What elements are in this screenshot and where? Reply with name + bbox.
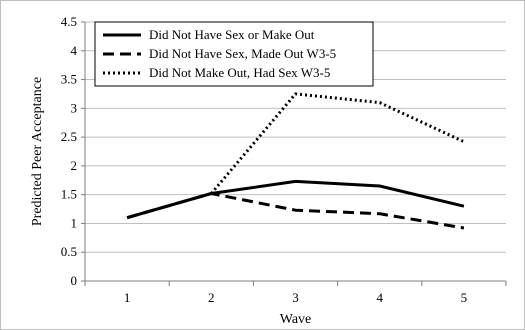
series-line-solid — [126, 179, 465, 220]
y-tick-label: 3.5 — [61, 72, 77, 87]
y-tick-label: 4 — [71, 43, 78, 58]
legend: Did Not Have Sex or Make Out Did Not Hav… — [94, 21, 374, 87]
series-line-dashed — [126, 192, 465, 230]
y-tick-label: 3 — [71, 100, 78, 115]
y-tick-label: 4.5 — [61, 14, 77, 29]
x-tick-labels: 1 2 3 4 5 — [124, 290, 467, 305]
y-tick-label: 1.5 — [61, 187, 77, 202]
x-tick-label: 1 — [124, 290, 131, 305]
x-tick-label: 4 — [376, 290, 383, 305]
legend-label: Did Not Have Sex or Make Out — [149, 27, 315, 42]
x-tick-label: 3 — [292, 290, 299, 305]
y-tick-labels: 0 0.5 1 1.5 2 2.5 3 3.5 4 4.5 — [61, 14, 78, 288]
y-tick-label: 1 — [71, 215, 78, 230]
y-tick-label: 0 — [71, 273, 78, 288]
y-tick-label: 0.5 — [61, 244, 77, 259]
series-line-dotted — [210, 92, 465, 195]
x-tick-label: 5 — [461, 290, 468, 305]
series-lines — [126, 92, 465, 230]
legend-box — [94, 21, 374, 87]
y-axis-title: Predicted Peer Acceptance — [30, 77, 45, 226]
legend-label: Did Not Have Sex, Made Out W3-5 — [149, 46, 336, 61]
y-tick-label: 2 — [71, 158, 78, 173]
y-tick-label: 2.5 — [61, 129, 77, 144]
legend-label: Did Not Make Out, Had Sex W3-5 — [149, 65, 330, 80]
axes — [81, 21, 507, 286]
x-tick-label: 2 — [208, 290, 215, 305]
x-axis-title: Wave — [280, 312, 312, 327]
